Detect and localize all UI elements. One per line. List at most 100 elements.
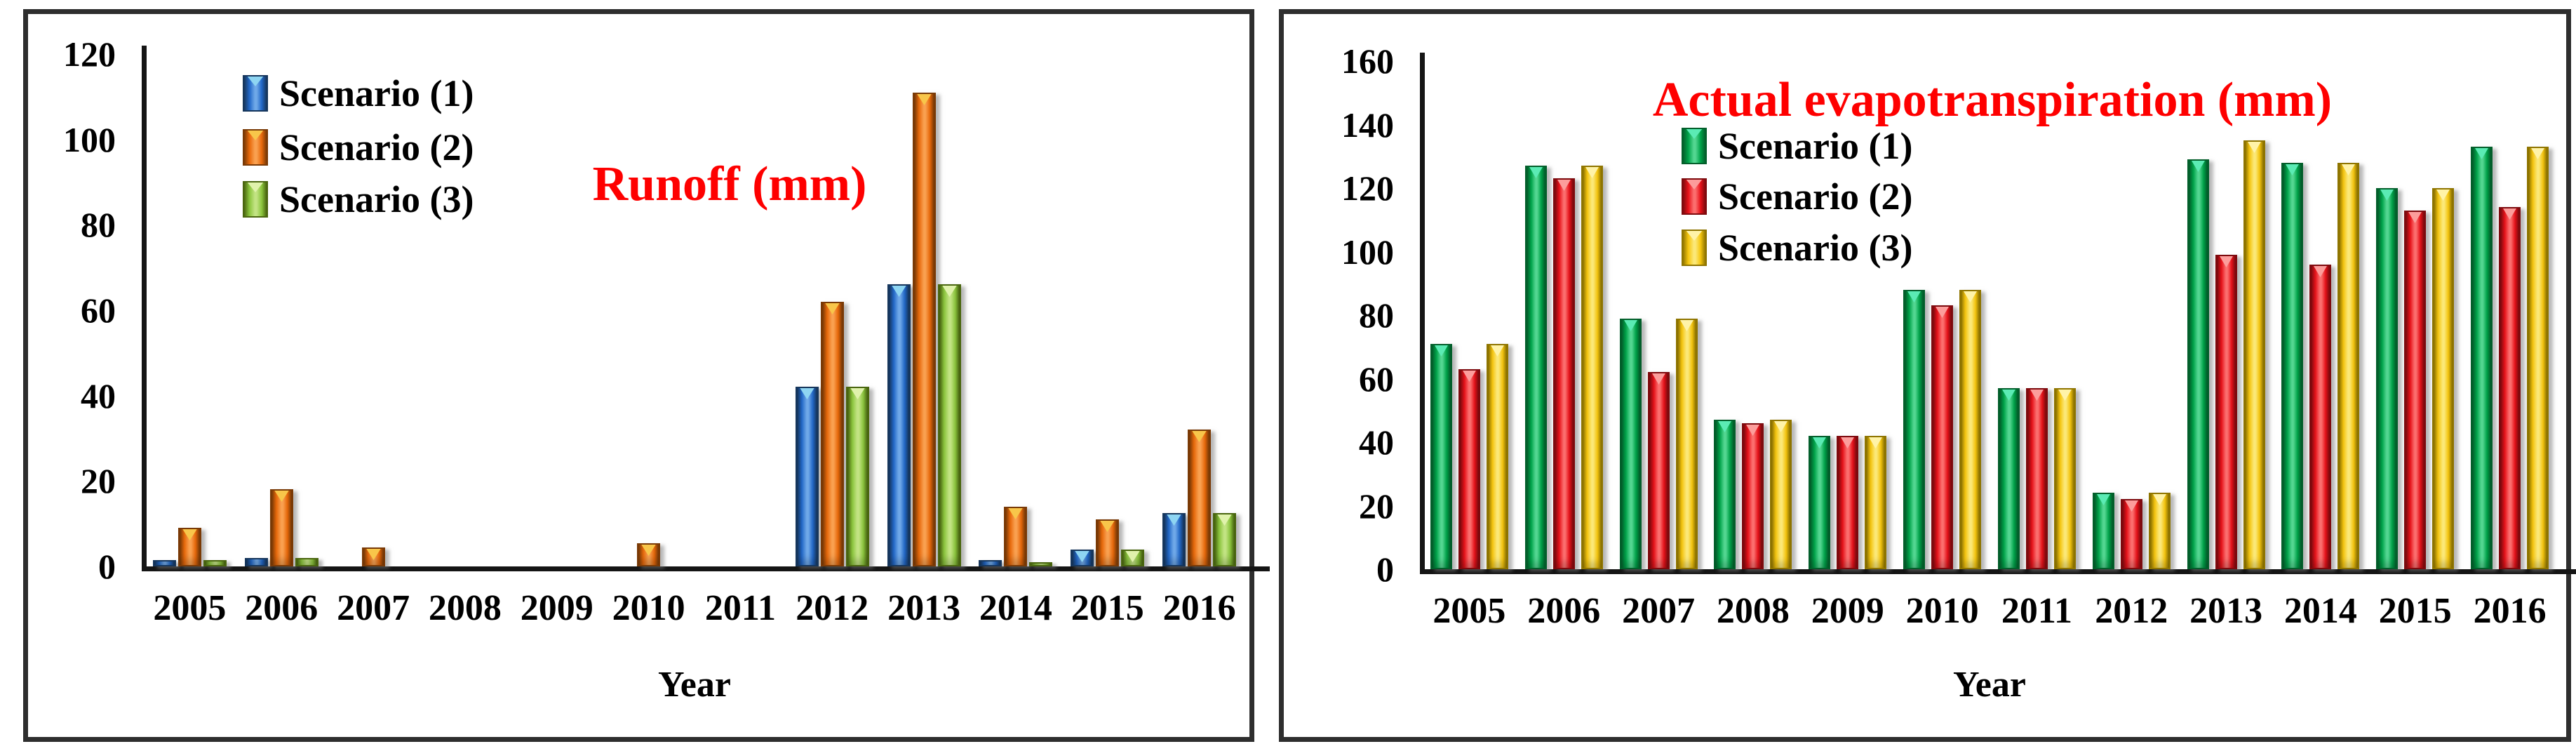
bar-cap <box>1529 167 1543 178</box>
bar-cap <box>1680 320 1693 331</box>
scenario-1-swatch-icon <box>1682 128 1707 164</box>
y-tick-label: 80 <box>1359 295 1394 335</box>
bar-cap <box>1491 345 1504 357</box>
legend-label: Scenario (1) <box>279 72 474 114</box>
bar-2010-scenario-3 <box>1959 290 1981 569</box>
bar-2006-scenario-2 <box>1553 178 1575 569</box>
bar-2015-scenario-3 <box>1121 550 1144 566</box>
bar-2013-scenario-1 <box>2187 159 2209 569</box>
bar-2015-scenario-2 <box>2404 211 2426 569</box>
bar-2009-scenario-1 <box>1809 436 1830 569</box>
y-tick-label: 160 <box>1341 41 1394 81</box>
y-tick-label: 40 <box>1359 423 1394 462</box>
bar-2013-scenario-2 <box>913 93 936 566</box>
bar-2012-scenario-1 <box>2093 493 2114 569</box>
runoff-chart-title: Runoff (mm) <box>592 157 867 211</box>
bar-cap <box>2248 142 2261 153</box>
x-tick-label: 2005 <box>153 588 227 628</box>
bar-cap <box>1624 320 1637 331</box>
x-tick-label: 2007 <box>1622 591 1696 631</box>
legend-label: Scenario (1) <box>1718 125 1913 167</box>
bar-cap <box>1167 514 1181 526</box>
bar-2016-scenario-1 <box>1162 513 1186 566</box>
legend-item: Scenario (2) <box>243 123 474 172</box>
bar-cap <box>2314 266 2327 277</box>
scenario-3-swatch-icon <box>1682 230 1707 266</box>
bar-2006-scenario-1 <box>245 558 268 566</box>
bar-2014-scenario-2 <box>1004 507 1027 566</box>
y-tick-label: 0 <box>1376 550 1394 589</box>
bar-cap <box>2342 164 2355 175</box>
aet-chart-title: Actual evapotranspiration (mm) <box>1652 73 2333 127</box>
bar-cap <box>2030 390 2044 401</box>
aet-plot-area: 0 20 40 60 80 100 120 140 160 2005 2006 2007 2008 200… <box>1284 14 2576 737</box>
x-tick-label: 2006 <box>245 588 318 628</box>
bar-cap <box>2058 390 2072 401</box>
scenario-2-swatch-icon <box>243 129 268 166</box>
bar-cap <box>1463 371 1476 382</box>
x-tick-label: 2016 <box>2473 591 2547 631</box>
y-tick-label: 140 <box>1341 105 1394 145</box>
bar-cap <box>1936 307 1949 318</box>
bar-2005-scenario-2 <box>1458 369 1480 569</box>
bar-2014-scenario-3 <box>1029 562 1052 566</box>
bar-cap <box>2097 494 2110 505</box>
x-tick-label: 2009 <box>520 588 593 628</box>
legend-label: Scenario (3) <box>279 178 474 220</box>
y-axis-line <box>142 46 147 566</box>
x-tick-label: 2013 <box>887 588 961 628</box>
bar-2008-scenario-1 <box>1714 420 1736 569</box>
legend-label: Scenario (2) <box>279 126 474 168</box>
bar-2015-scenario-1 <box>2376 188 2398 569</box>
bar-2013-scenario-3 <box>2243 140 2265 569</box>
aet-x-axis-label: Year <box>1953 665 2026 705</box>
runoff-plot-area: 0 20 40 60 80 100 120 2005 2006 2007 2008 2009 2010 2… <box>28 14 1270 737</box>
x-tick-label: 2009 <box>1811 591 1884 631</box>
bar-2010-scenario-2 <box>637 543 660 566</box>
legend-item: Scenario (3) <box>1682 223 1912 272</box>
bar-cap <box>182 529 197 540</box>
x-tick-label: 2011 <box>2001 591 2072 631</box>
bar-cap <box>2475 148 2488 159</box>
scenario-2-swatch-icon <box>1682 178 1707 215</box>
x-tick-label: 2012 <box>796 588 869 628</box>
bar-cap <box>2408 212 2422 223</box>
legend-item: Scenario (1) <box>1682 121 1912 171</box>
bar-2008-scenario-3 <box>1770 420 1792 569</box>
y-tick-label: 120 <box>1341 168 1394 208</box>
bar-2012-scenario-2 <box>821 302 844 566</box>
bar-cap <box>641 545 656 556</box>
bar-2016-scenario-2 <box>1188 430 1211 566</box>
y-axis-line <box>1420 53 1425 569</box>
bar-2012-scenario-2 <box>2121 499 2142 569</box>
bar-2011-scenario-3 <box>2054 388 2076 569</box>
bar-cap <box>2286 164 2299 175</box>
bar-cap <box>1008 508 1023 519</box>
x-tick-label: 2012 <box>2095 591 2168 631</box>
x-tick-label: 2016 <box>1162 588 1236 628</box>
bar-cap <box>2436 190 2450 201</box>
bar-2006-scenario-1 <box>1525 166 1547 569</box>
bar-cap <box>1907 291 1921 303</box>
bar-cap <box>1869 437 1882 448</box>
bar-cap <box>1964 291 1977 303</box>
y-tick-label: 100 <box>63 119 116 159</box>
bar-2012-scenario-3 <box>846 387 869 566</box>
x-tick-label: 2008 <box>428 588 502 628</box>
bar-2016-scenario-3 <box>2527 147 2549 569</box>
x-tick-label: 2005 <box>1433 591 1506 631</box>
bar-2009-scenario-2 <box>1837 436 1858 569</box>
y-tick-label: 20 <box>1359 486 1394 526</box>
bar-2014-scenario-2 <box>2309 265 2331 569</box>
x-tick-label: 2010 <box>1905 591 1979 631</box>
bar-2014-scenario-1 <box>979 560 1002 566</box>
aet-chart-panel: 0 20 40 60 80 100 120 140 160 2005 2006 2007 2008 200… <box>1279 9 2576 742</box>
bar-cap <box>1125 551 1140 562</box>
bar-2016-scenario-1 <box>2471 147 2493 569</box>
y-tick-label: 100 <box>1341 232 1394 272</box>
bar-cap <box>1841 437 1854 448</box>
bar-2007-scenario-1 <box>1620 319 1642 569</box>
bar-2015-scenario-1 <box>1071 550 1094 566</box>
x-tick-label: 2013 <box>2189 591 2263 631</box>
